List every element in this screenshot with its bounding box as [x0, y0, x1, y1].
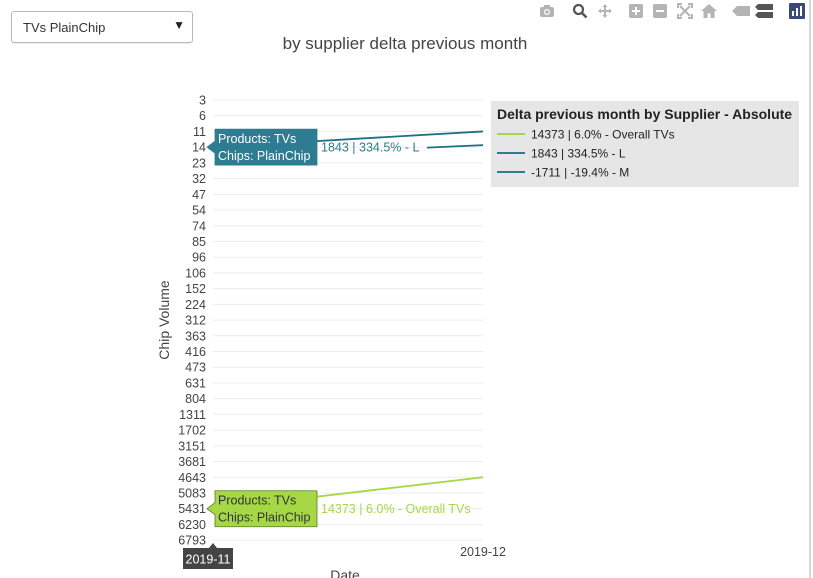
dropdown-selected-value: TVs PlainChip [23, 20, 106, 35]
plotly-logo-icon[interactable] [789, 3, 805, 19]
hover-closest-icon[interactable] [732, 2, 750, 20]
home-icon[interactable] [700, 2, 718, 20]
y-tick-label: 47 [192, 188, 206, 202]
y-tick-label: 23 [192, 156, 206, 170]
x-hover-box [183, 543, 233, 569]
x-hover-label: 2019-11 [183, 543, 233, 569]
chart-gridlines [213, 99, 483, 541]
hover-series-label: 14373 | 6.0% - Overall TVs [321, 502, 471, 516]
y-tick-label: 804 [185, 392, 206, 406]
hover-compare-icon[interactable] [755, 2, 773, 20]
legend-entry: 14373 | 6.0% - Overall TVs [531, 128, 675, 142]
y-tick-label: 224 [185, 298, 206, 312]
y-tick-label: 6793 [178, 534, 206, 548]
y-tick-label: 32 [192, 172, 206, 186]
legend-title: Delta previous month by Supplier - Absol… [497, 106, 792, 122]
y-tick-label: 473 [185, 361, 206, 375]
y-tick-label: 14 [192, 141, 206, 155]
hover-tooltips: Products: TVs Chips: PlainChip 1843 | 334.… [183, 128, 484, 569]
y-tick-label: 1311 [179, 408, 206, 422]
autoscale-icon[interactable] [676, 2, 694, 20]
y-tick-label: 96 [192, 251, 206, 265]
y-tick-label: 1702 [178, 424, 206, 438]
product-chip-dropdown[interactable]: TVs PlainChip ▼ [11, 11, 193, 43]
hover-box-text: Products: TVs [218, 494, 296, 508]
y-tick-label: 85 [192, 235, 206, 249]
y-tick-label: 3681 [178, 455, 206, 469]
hover-label: Products: TVs Chips: PlainChip 1843 | 334.… [206, 128, 484, 166]
y-tick-label: 631 [185, 376, 206, 390]
hover-box-text: Chips: PlainChip [218, 149, 310, 163]
hover-box-text: Products: TVs [218, 132, 296, 146]
zoom-icon[interactable] [571, 2, 589, 20]
y-tick-label: 74 [192, 219, 206, 233]
legend-background [491, 101, 799, 187]
y-tick-label: 363 [185, 329, 206, 343]
y-tick-label: 416 [185, 345, 206, 359]
y-tick-label: 54 [192, 204, 206, 218]
camera-icon[interactable] [538, 2, 556, 20]
chevron-down-icon: ▼ [173, 18, 185, 32]
zoom-out-icon[interactable] [651, 2, 669, 20]
y-tick-label: 152 [185, 282, 206, 296]
y-tick-label: 6 [199, 109, 206, 123]
legend-entry: 1843 | 334.5% - L [531, 147, 626, 161]
chart-title: by supplier delta previous month [283, 34, 528, 53]
y-tick-label: 11 [193, 125, 206, 139]
y-axis-label: Chip Volume [156, 280, 172, 360]
hover-box [206, 128, 318, 166]
hover-box [206, 490, 318, 528]
y-tick-label: 106 [185, 266, 206, 280]
x-axis-label: Date [330, 567, 360, 578]
page-right-border [809, 0, 811, 578]
y-tick-label: 4643 [178, 471, 206, 485]
hover-connector [426, 144, 484, 149]
x-axis-ticks: 2019-12 [460, 545, 506, 559]
y-tick-label: 5431 [178, 502, 206, 516]
x-tick-label: 2019-12 [460, 545, 506, 559]
y-tick-label: 3151 [178, 439, 206, 453]
chart-legend: Delta previous month by Supplier - Absol… [491, 101, 799, 187]
y-tick-label: 3 [199, 94, 206, 108]
pan-icon[interactable] [596, 2, 614, 20]
y-tick-label: 312 [185, 314, 206, 328]
y-tick-label: 6230 [178, 518, 206, 532]
legend-entry: -1711 | -19.4% - M [531, 166, 629, 180]
hover-box-text: Chips: PlainChip [218, 511, 310, 525]
hover-label: Products: TVs Chips: PlainChip 14373 | 6.0… [206, 490, 471, 528]
hover-series-label: 1843 | 334.5% - L [321, 141, 420, 155]
y-tick-label: 5083 [178, 487, 206, 501]
zoom-in-icon[interactable] [627, 2, 645, 20]
x-hover-text: 2019-11 [186, 553, 231, 567]
